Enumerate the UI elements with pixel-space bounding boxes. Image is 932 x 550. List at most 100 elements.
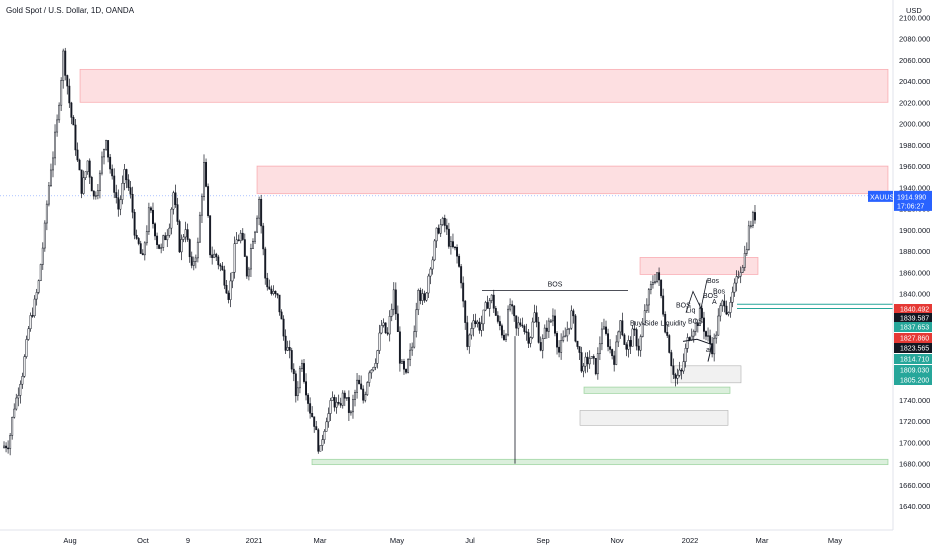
candle-up <box>229 280 232 300</box>
candle-down <box>672 365 675 375</box>
candle-down <box>78 159 81 171</box>
candle-up <box>476 321 479 325</box>
candle-down <box>613 355 616 365</box>
candle-up <box>21 376 24 385</box>
candle-down <box>662 295 665 315</box>
candle-up <box>272 290 275 294</box>
candle-up <box>543 327 546 339</box>
candle-up <box>713 337 716 355</box>
candle-up <box>184 229 187 238</box>
time-axis[interactable]: Aug Oct 9 2021 Mar May Jul Sep Nov 2022 Mar May <box>63 536 842 545</box>
candle-up <box>147 207 150 232</box>
candle-up <box>82 177 85 194</box>
candle-up <box>566 329 569 337</box>
candle-up <box>194 257 197 262</box>
candle-up <box>356 379 359 393</box>
candle-down <box>227 292 230 300</box>
y-tick-label: 1740.000 <box>899 396 930 405</box>
candle-up <box>101 156 103 174</box>
x-tick-label: Oct <box>137 536 150 545</box>
supply-zone <box>256 165 889 195</box>
candle-down <box>592 356 595 359</box>
countdown-text: 17:06:27 <box>897 203 924 210</box>
candle-down <box>525 331 528 333</box>
candle-down <box>386 332 389 335</box>
candle-up <box>45 203 48 224</box>
y-tick-label: 1680.000 <box>899 460 930 469</box>
candle-up <box>570 310 573 329</box>
candle-down <box>445 225 448 230</box>
annotation-label: A <box>712 299 717 306</box>
candle-up <box>9 435 12 449</box>
candle-up <box>143 242 146 256</box>
candle-down <box>156 235 159 245</box>
price-axis[interactable]: 1640.000 1660.000 1680.000 1700.000 1720.000… <box>899 13 930 511</box>
candle-up <box>427 275 430 294</box>
price-badge <box>894 365 932 375</box>
candle-down <box>178 221 181 253</box>
annotation-label: a <box>706 347 710 354</box>
candle-down <box>7 447 10 450</box>
candle-up <box>98 172 101 191</box>
symbol-badge-text: XAUUSD <box>870 194 899 201</box>
price-badge <box>894 343 932 353</box>
candle-up <box>35 292 38 300</box>
y-tick-label: 2080.000 <box>899 35 930 44</box>
candle-up <box>27 328 30 340</box>
candle-down <box>117 197 120 210</box>
candle-up <box>686 337 689 349</box>
candle-up <box>364 394 367 401</box>
candle-down <box>515 315 518 329</box>
candle-down <box>209 215 212 256</box>
price-badge <box>894 322 932 332</box>
candle-down <box>294 373 297 397</box>
candle-up <box>529 337 532 344</box>
candle-down <box>358 379 361 385</box>
candle-up <box>380 325 383 334</box>
candle-up <box>145 231 148 244</box>
candle-up <box>627 340 630 350</box>
current-price-badge <box>894 190 932 211</box>
x-tick-label: 2021 <box>246 536 263 545</box>
candle-up <box>560 340 563 353</box>
candle-down <box>539 342 542 351</box>
candle-down <box>419 290 422 301</box>
candle-up <box>717 315 720 336</box>
y-tick-label: 2020.000 <box>899 98 930 107</box>
candle-down <box>674 374 677 379</box>
candle-up <box>168 227 171 236</box>
candle-down <box>284 335 287 351</box>
candle-up <box>490 294 493 301</box>
candle-up <box>192 261 195 266</box>
candle-down <box>268 286 271 290</box>
candle-down <box>702 317 705 332</box>
candle-up <box>3 445 5 448</box>
candle-down <box>111 168 114 177</box>
imbalance-box <box>670 365 742 384</box>
candle-down <box>333 397 336 408</box>
candle-down <box>398 331 401 364</box>
candle-down <box>313 416 316 427</box>
candle-up <box>651 282 654 285</box>
candle-up <box>449 241 452 247</box>
candle-up <box>198 214 201 243</box>
demand-zone <box>311 458 889 466</box>
candle-up <box>678 369 681 376</box>
candle-down <box>113 175 116 193</box>
candle-up <box>15 397 18 410</box>
candle-down <box>537 321 540 343</box>
symbol-badge <box>868 190 893 202</box>
candle-down <box>211 254 214 258</box>
candle-down <box>225 284 228 294</box>
candle-down <box>496 315 499 322</box>
candle-up <box>643 310 646 325</box>
candle-down <box>317 429 320 452</box>
candle-up <box>52 157 54 171</box>
candle-down <box>405 368 407 373</box>
current-price-text: 1914.990 <box>897 194 926 201</box>
candle-up <box>694 323 697 332</box>
candle-down <box>223 269 226 286</box>
candle-up <box>256 217 259 233</box>
